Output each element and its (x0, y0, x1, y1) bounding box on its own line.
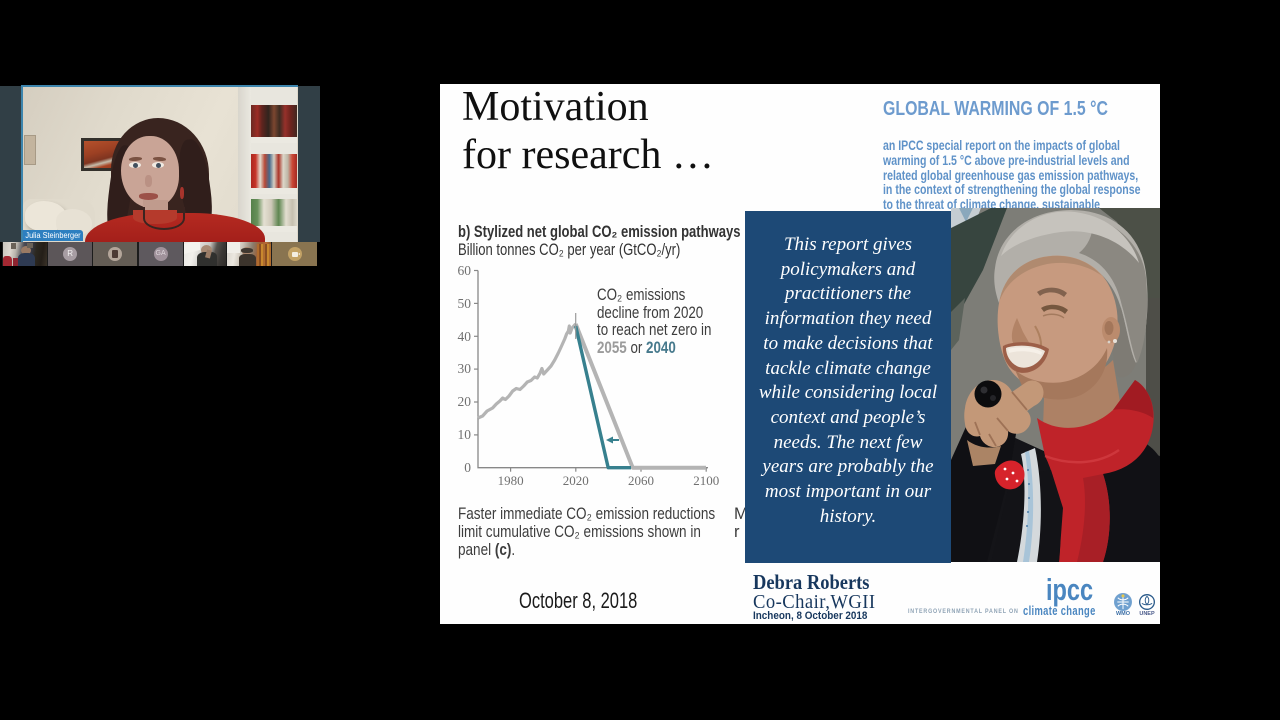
svg-text:40: 40 (458, 329, 472, 344)
svg-text:60: 60 (458, 263, 472, 278)
svg-text:1980: 1980 (498, 473, 524, 488)
svg-text:2100: 2100 (693, 473, 719, 488)
svg-text:2020: 2020 (563, 473, 589, 488)
svg-text:0: 0 (464, 460, 471, 475)
svg-text:50: 50 (458, 296, 472, 311)
svg-text:10: 10 (458, 427, 472, 442)
svg-text:30: 30 (458, 361, 472, 376)
svg-text:2060: 2060 (628, 473, 654, 488)
svg-text:20: 20 (458, 394, 472, 409)
